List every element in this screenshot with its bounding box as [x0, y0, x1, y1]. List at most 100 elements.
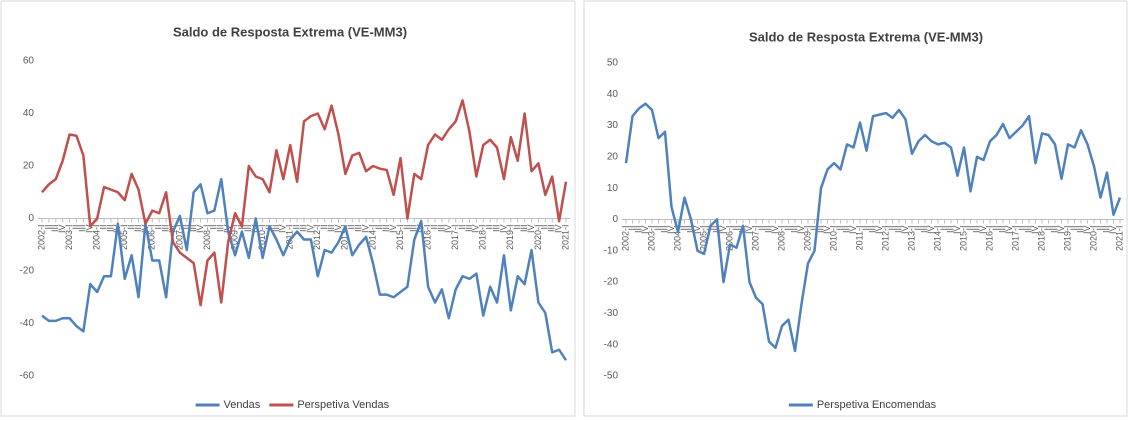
- x-tick-label: II: [98, 225, 108, 230]
- legend-label: Perspetiva Vendas: [297, 399, 389, 411]
- x-tick-label: 2004-I: [92, 225, 102, 251]
- x-tick-label: 2009-I: [802, 226, 812, 252]
- x-tick-label: III: [1023, 226, 1033, 234]
- x-tick-label: III: [945, 226, 955, 234]
- x-tick-label: II: [1095, 226, 1105, 231]
- x-tick-label: IV: [718, 226, 728, 235]
- x-tick-label: II: [485, 225, 495, 230]
- x-tick-label: IV: [900, 226, 910, 235]
- legend-label: Perspetiva Encomendas: [817, 399, 937, 411]
- x-tick-label: 2021-I: [560, 225, 570, 251]
- x-tick-label: 2013-I: [906, 226, 916, 252]
- x-tick-label: IV: [305, 225, 315, 234]
- x-tick-label: 2011-I: [854, 226, 864, 251]
- x-tick-label: III: [298, 225, 308, 233]
- x-tick-label: III: [243, 225, 253, 233]
- x-tick-label: II: [679, 226, 689, 231]
- x-tick-label: 2009-I: [229, 225, 239, 251]
- x-tick-label: II: [653, 226, 663, 231]
- y-tick-label: -40: [604, 339, 619, 350]
- panel: [0, 0, 576, 417]
- x-tick-label: II: [913, 226, 923, 231]
- x-tick-label: III: [633, 226, 643, 234]
- x-tick-label: II: [457, 225, 467, 230]
- y-tick-label: 10: [607, 183, 619, 194]
- x-tick-label: 2012-I: [880, 226, 890, 252]
- x-tick-label: IV: [692, 226, 702, 235]
- x-tick-label: IV: [978, 226, 988, 235]
- series-line: [41, 99, 568, 307]
- y-tick-label: 40: [607, 89, 619, 100]
- x-tick-label: II: [1069, 226, 1079, 231]
- x-tick-label: II: [991, 226, 1001, 231]
- x-tick-label: 2015-I: [395, 225, 405, 251]
- y-tick-label: 0: [612, 214, 618, 225]
- y-tick-label: -20: [604, 277, 619, 288]
- x-tick-label: 2017-I: [450, 225, 460, 251]
- x-tick-label: 2018-I: [478, 225, 488, 251]
- x-tick-label: III: [436, 225, 446, 233]
- x-tick-label: 2020-I: [533, 225, 543, 251]
- x-tick-label: 2007-I: [750, 226, 760, 252]
- x-tick-label: III: [763, 226, 773, 234]
- x-tick-label: III: [919, 226, 929, 234]
- x-tick-label: 2019-I: [505, 225, 515, 251]
- x-tick-label: IV: [498, 225, 508, 234]
- x-tick-label: II: [965, 226, 975, 231]
- x-tick-label: IV: [822, 226, 832, 235]
- y-tick-label: 40: [23, 108, 35, 119]
- x-tick-label: 2019-I: [1062, 226, 1072, 252]
- y-tick-label: 20: [607, 152, 619, 163]
- x-tick-label: IV: [1056, 226, 1066, 235]
- x-tick-label: III: [815, 226, 825, 234]
- x-tick-label: III: [659, 226, 669, 234]
- x-tick-label: II: [627, 226, 637, 231]
- x-tick-label: III: [78, 225, 88, 233]
- x-tick-label: 2014-I: [932, 226, 942, 252]
- x-tick-label: III: [188, 225, 198, 233]
- x-tick-label: II: [154, 225, 164, 230]
- y-tick-label: 20: [23, 161, 35, 172]
- x-tick-label: IV: [85, 225, 95, 234]
- x-tick-label: 2012-I: [312, 225, 322, 251]
- x-tick-label: 2003-I: [646, 226, 656, 252]
- x-tick-label: II: [126, 225, 136, 230]
- x-tick-label: II: [939, 226, 949, 231]
- x-tick-label: 2014-I: [367, 225, 377, 251]
- legend-label: Vendas: [224, 399, 261, 411]
- x-tick-label: IV: [770, 226, 780, 235]
- x-tick-label: III: [1049, 226, 1059, 234]
- x-tick-label: II: [181, 225, 191, 230]
- x-tick-label: IV: [796, 226, 806, 235]
- x-tick-label: IV: [874, 226, 884, 235]
- x-tick-label: 2010-I: [257, 225, 267, 251]
- x-tick-label: 2010-I: [828, 226, 838, 252]
- x-tick-label: II: [374, 225, 384, 230]
- x-tick-label: IV: [1004, 226, 1014, 235]
- x-tick-label: II: [512, 225, 522, 230]
- x-tick-label: II: [347, 225, 357, 230]
- x-tick-label: 2016-I: [422, 225, 432, 251]
- x-tick-label: 2003-I: [64, 225, 74, 251]
- x-tick-label: 2021-I: [1114, 226, 1124, 252]
- y-tick-label: -60: [20, 371, 35, 382]
- x-tick-label: II: [757, 226, 767, 231]
- x-tick-label: IV: [526, 225, 536, 234]
- x-tick-label: III: [354, 225, 364, 233]
- x-tick-label: IV: [416, 225, 426, 234]
- x-tick-label: IV: [640, 226, 650, 235]
- x-tick-label: II: [319, 225, 329, 230]
- x-tick-label: 2007-I: [174, 225, 184, 251]
- x-tick-label: 2015-I: [958, 226, 968, 252]
- x-tick-label: III: [464, 225, 474, 233]
- x-tick-label: II: [835, 226, 845, 231]
- x-tick-label: III: [893, 226, 903, 234]
- x-tick-label: III: [160, 225, 170, 233]
- x-tick-label: 2008-I: [776, 226, 786, 252]
- x-tick-label: IV: [333, 225, 343, 234]
- x-tick-label: 2005-I: [698, 226, 708, 252]
- x-tick-label: 2013-I: [340, 225, 350, 251]
- x-tick-label: IV: [57, 225, 67, 234]
- x-tick-label: III: [326, 225, 336, 233]
- x-tick-label: 2005-I: [119, 225, 129, 251]
